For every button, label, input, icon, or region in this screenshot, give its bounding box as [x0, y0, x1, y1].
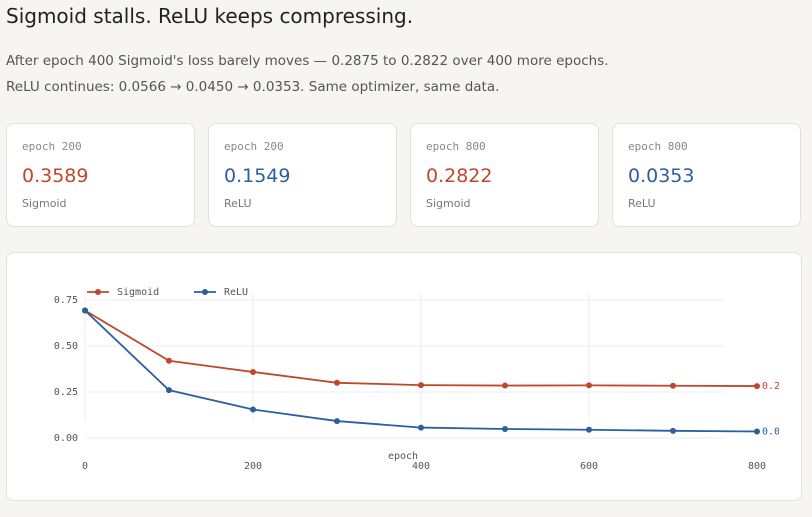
card-epoch: epoch 200	[22, 140, 82, 153]
y-tick-label: 0.75	[54, 295, 78, 306]
point	[586, 426, 592, 433]
stat-card: epoch 200 0.3589 Sigmoid	[6, 123, 195, 227]
point	[418, 382, 424, 389]
x-tick-label: 400	[412, 461, 430, 472]
point	[754, 428, 760, 435]
stat-card: epoch 800 0.0353 ReLU	[612, 123, 801, 227]
plot-area	[85, 273, 724, 423]
point	[166, 387, 172, 394]
point	[166, 357, 172, 364]
point	[334, 418, 340, 425]
x-tick-label: 600	[580, 461, 598, 472]
stat-card: epoch 800 0.2822 Sigmoid	[410, 123, 599, 227]
card-model: ReLU	[628, 197, 656, 210]
card-value: 0.3589	[22, 165, 89, 187]
card-epoch: epoch 200	[224, 140, 284, 153]
legend-label: ReLU	[224, 287, 248, 298]
point	[418, 424, 424, 431]
legend-swatch	[95, 289, 101, 295]
card-model: ReLU	[224, 197, 252, 210]
point	[250, 406, 256, 413]
point	[754, 383, 760, 390]
stat-card: epoch 200 0.1549 ReLU	[208, 123, 397, 227]
legend-swatch	[202, 289, 208, 295]
card-model: Sigmoid	[426, 197, 471, 210]
card-model: Sigmoid	[22, 197, 67, 210]
card-value: 0.1549	[224, 165, 291, 187]
description: After epoch 400 Sigmoid's loss barely mo…	[6, 53, 609, 95]
y-tick-label: 0.25	[54, 387, 78, 398]
point	[250, 368, 256, 375]
point	[670, 427, 676, 434]
x-tick-label: 800	[748, 461, 766, 472]
end-label: 0.2822	[762, 381, 779, 392]
x-tick-label: 200	[244, 461, 262, 472]
point	[502, 382, 508, 389]
card-epoch: epoch 800	[628, 140, 688, 153]
title: Sigmoid stalls. ReLU keeps compressing.	[6, 4, 414, 28]
end-label: 0.0353	[762, 427, 779, 438]
y-tick-label: 0.50	[54, 341, 78, 352]
chart: epoch 0.00 0.25 0.50 0.75 0 200 400 600 800 0.282…	[54, 273, 798, 472]
card-epoch: epoch 800	[426, 140, 486, 153]
point	[670, 382, 676, 389]
x-axis-label: epoch	[388, 451, 418, 462]
card-value: 0.2822	[426, 165, 493, 187]
x-tick-label: 0	[82, 461, 88, 472]
card-value: 0.0353	[628, 165, 695, 187]
legend-label: Sigmoid	[117, 287, 159, 298]
point	[82, 307, 88, 314]
point	[334, 379, 340, 386]
y-tick-label: 0.00	[54, 433, 78, 444]
point	[586, 382, 592, 389]
chart-card: epoch 0.00 0.25 0.50 0.75 0 200 400 600 800 0.282…	[6, 252, 802, 501]
point	[502, 425, 508, 432]
